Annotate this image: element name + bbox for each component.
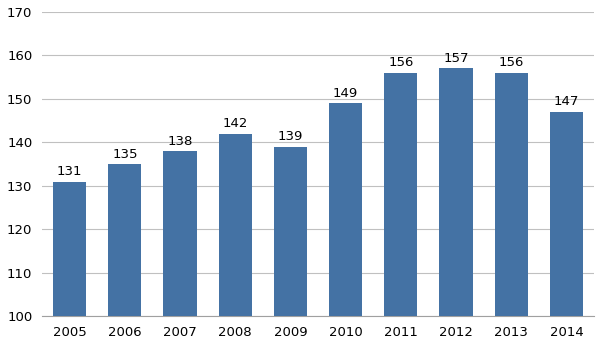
- Bar: [439, 69, 472, 316]
- Text: 147: 147: [554, 95, 579, 109]
- Bar: [274, 147, 307, 316]
- Text: 149: 149: [333, 87, 358, 100]
- Text: 135: 135: [112, 148, 138, 161]
- Text: 156: 156: [388, 56, 413, 69]
- Text: 139: 139: [278, 130, 303, 143]
- Bar: [53, 182, 86, 316]
- Text: 156: 156: [499, 56, 524, 69]
- Bar: [163, 151, 197, 316]
- Bar: [384, 73, 418, 316]
- Bar: [108, 164, 141, 316]
- Bar: [550, 112, 583, 316]
- Text: 142: 142: [222, 117, 248, 130]
- Text: 138: 138: [167, 135, 193, 148]
- Text: 131: 131: [57, 165, 82, 178]
- Bar: [495, 73, 528, 316]
- Text: 157: 157: [444, 52, 469, 65]
- Bar: [219, 134, 252, 316]
- Bar: [329, 103, 362, 316]
